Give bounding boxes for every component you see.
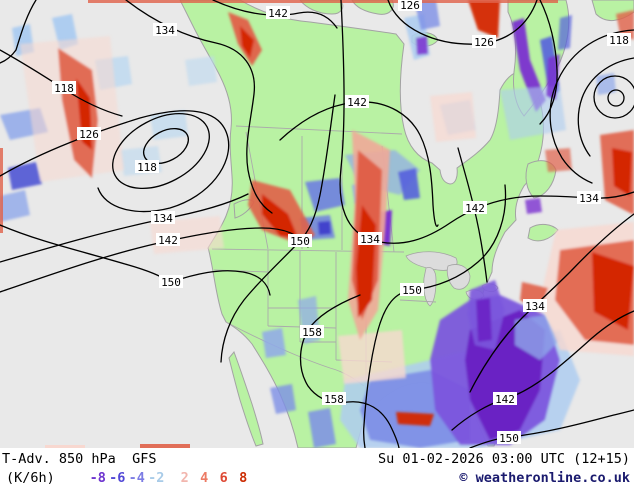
scale-value-8: 8: [239, 470, 248, 486]
contour-label-142: 142: [158, 234, 178, 247]
contour-label-150: 150: [499, 432, 519, 445]
contour-label-150: 150: [402, 284, 422, 297]
scale-value-2: 2: [180, 470, 189, 486]
contour-label-142: 142: [347, 96, 367, 109]
contour-label-126: 126: [400, 0, 420, 12]
contour-label-134: 134: [525, 300, 545, 313]
contour-label-134: 134: [155, 24, 175, 37]
contour-label-158: 158: [302, 326, 322, 339]
contour-label-142: 142: [465, 202, 485, 215]
scale-value-4: 4: [200, 470, 209, 486]
map-canvas: 118 126 118 134 142 134 142 150 150 126 126 134 134 1…: [0, 0, 634, 448]
title-row: T-Adv. 850 hPa GFS Su 01-02-2026 03:00 U…: [0, 451, 634, 468]
advection-scale: -8 -6 -4 -2 2 4 6 8: [88, 470, 253, 486]
contour-label-118: 118: [137, 161, 157, 174]
contour-label-134: 134: [579, 192, 599, 205]
contour-labels: 118 126 118 134 142 134 142 150 150 126 126 134 134 1…: [52, 0, 631, 445]
map-edge-strips: [0, 0, 558, 448]
contour-label-134: 134: [153, 212, 173, 225]
unit-label: (K/6h): [6, 470, 55, 486]
scale-value-6: 6: [219, 470, 228, 486]
contour-label-134: 134: [360, 233, 380, 246]
legend-row: (K/6h) -8 -6 -4 -2 2 4 6 8 © weatheronline.co.u…: [0, 470, 634, 488]
contour-label-126: 126: [79, 128, 99, 141]
valid-time: Su 01-02-2026 03:00 UTC (12+15): [378, 451, 630, 467]
contour-label-142: 142: [495, 393, 515, 406]
contour-label-150: 150: [161, 276, 181, 289]
bottom-bar: T-Adv. 850 hPa GFS Su 01-02-2026 03:00 U…: [0, 448, 634, 490]
contour-label-118: 118: [54, 82, 74, 95]
scale-value--4: -4: [128, 470, 145, 486]
contour-label-142: 142: [268, 7, 288, 20]
scale-value--8: -8: [89, 470, 106, 486]
contour-label-158: 158: [324, 393, 344, 406]
contour-label-126: 126: [474, 36, 494, 49]
scale-value--2: -2: [148, 470, 165, 486]
weather-map: 118 126 118 134 142 134 142 150 150 126 126 134 134 1…: [0, 0, 634, 448]
credit-link[interactable]: © weatheronline.co.uk: [459, 470, 630, 486]
contour-label-150: 150: [290, 235, 310, 248]
contour-label-118: 118: [609, 34, 629, 47]
map-title: T-Adv. 850 hPa GFS: [2, 451, 157, 467]
scale-value--6: -6: [109, 470, 126, 486]
